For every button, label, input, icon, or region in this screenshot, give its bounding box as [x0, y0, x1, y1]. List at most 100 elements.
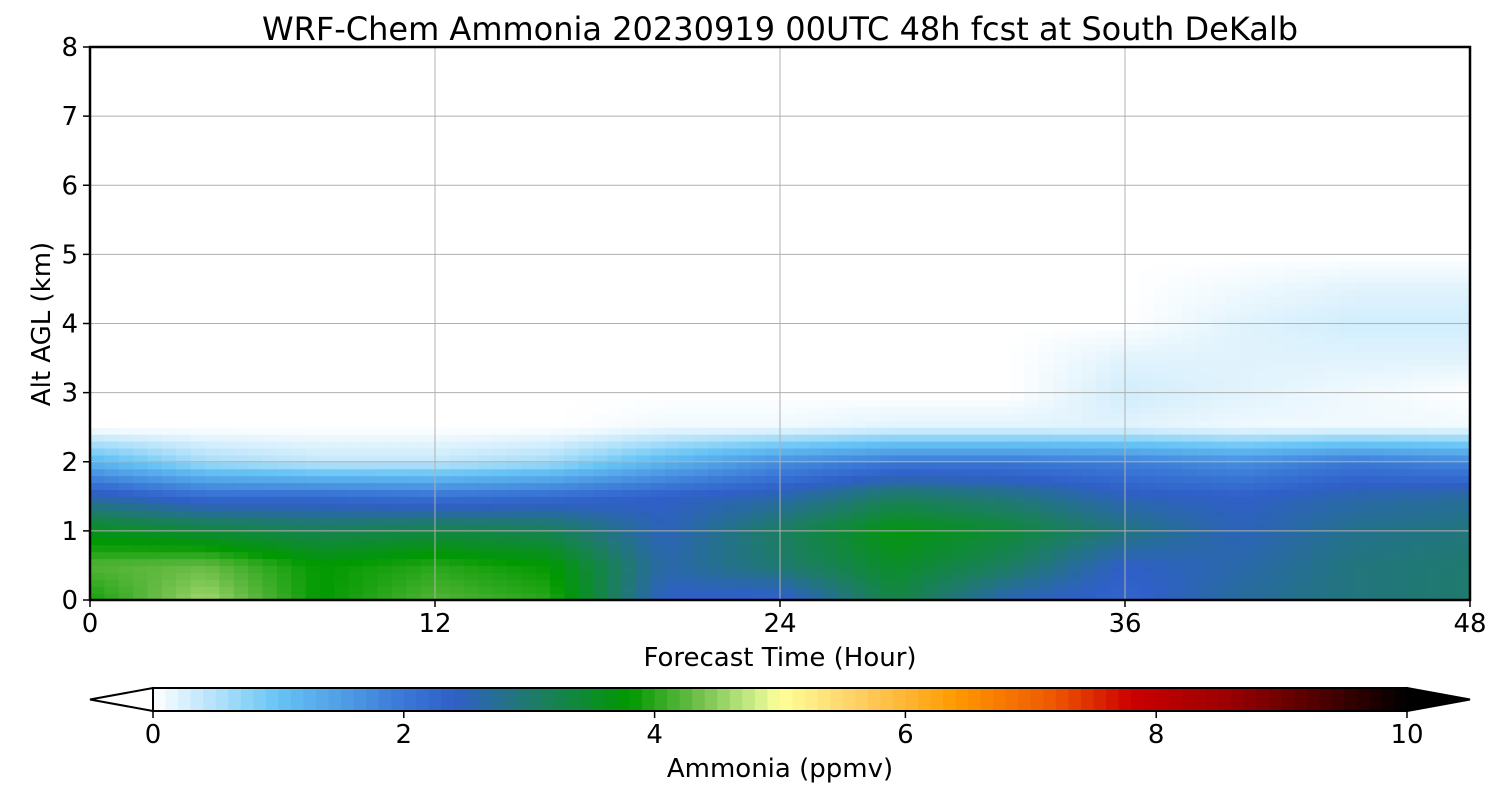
- heatmap-cell: [550, 475, 565, 484]
- heatmap-cell: [923, 482, 939, 490]
- heatmap-cell: [952, 371, 968, 380]
- heatmap-cell: [564, 510, 580, 518]
- heatmap-cell: [564, 136, 580, 145]
- heatmap-cell: [435, 441, 450, 449]
- heatmap-cell: [478, 199, 494, 207]
- heatmap-cell: [406, 364, 422, 373]
- heatmap-cell: [679, 392, 695, 401]
- heatmap-cell: [765, 129, 781, 138]
- heatmap-cell: [320, 454, 335, 463]
- heatmap-cell: [248, 226, 264, 235]
- heatmap-cell: [348, 261, 364, 269]
- heatmap-cell: [449, 47, 465, 55]
- heatmap-cell: [521, 441, 537, 449]
- heatmap-cell: [176, 586, 192, 594]
- heatmap-cell: [133, 302, 149, 311]
- heatmap-cell: [909, 150, 925, 159]
- heatmap-cell: [535, 309, 551, 318]
- heatmap-cell: [161, 323, 177, 332]
- heatmap-cell: [147, 447, 163, 456]
- heatmap-cell: [708, 219, 724, 228]
- heatmap-cell: [363, 399, 379, 408]
- heatmap-cell: [133, 475, 149, 484]
- heatmap-cell: [348, 157, 364, 166]
- heatmap-cell: [794, 447, 810, 456]
- heatmap-cell: [679, 47, 695, 55]
- heatmap-cell: [104, 517, 120, 525]
- heatmap-cell: [952, 572, 968, 580]
- heatmap-cell: [348, 337, 364, 345]
- heatmap-cell: [334, 102, 350, 110]
- heatmap-cell: [665, 261, 680, 269]
- heatmap-cell: [679, 454, 695, 463]
- heatmap-cell: [506, 261, 522, 269]
- heatmap-cell: [320, 233, 335, 242]
- heatmap-cell: [550, 47, 565, 55]
- heatmap-cell: [650, 496, 666, 504]
- heatmap-cell: [722, 544, 738, 553]
- heatmap-cell: [248, 572, 264, 580]
- heatmap-cell: [190, 378, 206, 387]
- heatmap-cell: [578, 171, 594, 179]
- heatmap-cell: [420, 579, 436, 587]
- heatmap-cell: [895, 309, 910, 318]
- heatmap-cell: [665, 558, 680, 567]
- heatmap-cell: [938, 164, 954, 173]
- heatmap-cell: [895, 81, 910, 90]
- heatmap-cell: [521, 123, 537, 131]
- heatmap-cell: [420, 309, 436, 318]
- heatmap-cell: [780, 586, 795, 594]
- heatmap-cell: [751, 551, 767, 560]
- heatmap-cell: [665, 88, 680, 96]
- heatmap-cell: [219, 351, 235, 359]
- heatmap-cell: [161, 129, 177, 138]
- heatmap-cell: [851, 316, 867, 325]
- heatmap-cell: [650, 399, 666, 408]
- heatmap-cell: [693, 420, 709, 428]
- heatmap-cell: [190, 399, 206, 408]
- heatmap-cell: [248, 461, 264, 470]
- heatmap-cell: [104, 233, 120, 242]
- heatmap-cell: [133, 551, 149, 560]
- heatmap-cell: [190, 143, 206, 152]
- heatmap-cell: [895, 247, 910, 255]
- heatmap-cell: [334, 441, 350, 449]
- heatmap-cell: [650, 185, 666, 193]
- heatmap-cell: [305, 558, 321, 567]
- heatmap-cell: [406, 95, 422, 103]
- heatmap-cell: [377, 537, 393, 546]
- heatmap-cell: [506, 441, 522, 449]
- heatmap-cell: [535, 268, 551, 276]
- heatmap-cell: [981, 496, 997, 504]
- heatmap-cell: [837, 496, 853, 504]
- heatmap-cell: [679, 523, 695, 532]
- heatmap-cell: [736, 47, 752, 55]
- heatmap-cell: [578, 468, 594, 477]
- heatmap-cell: [190, 282, 206, 290]
- heatmap-cell: [521, 510, 537, 518]
- heatmap-cell: [435, 81, 450, 90]
- heatmap-cell: [377, 489, 393, 497]
- heatmap-cell: [478, 316, 494, 325]
- heatmap-cell: [923, 109, 939, 117]
- heatmap-cell: [205, 74, 220, 83]
- heatmap-cell: [176, 275, 192, 283]
- heatmap-cell: [334, 81, 350, 90]
- heatmap-cell: [578, 447, 594, 456]
- heatmap-cell: [478, 247, 494, 255]
- heatmap-cell: [348, 565, 364, 573]
- heatmap-cell: [909, 247, 925, 255]
- heatmap-cell: [880, 537, 896, 546]
- heatmap-cell: [708, 454, 724, 463]
- heatmap-cell: [808, 496, 824, 504]
- heatmap-cell: [104, 275, 120, 283]
- heatmap-cell: [176, 192, 192, 200]
- heatmap-cell: [550, 544, 565, 553]
- heatmap-cell: [363, 164, 379, 173]
- heatmap-cell: [923, 295, 939, 304]
- heatmap-cell: [751, 254, 767, 262]
- heatmap-cell: [621, 468, 637, 477]
- heatmap-cell: [693, 226, 709, 235]
- heatmap-cell: [693, 185, 709, 193]
- heatmap-cell: [363, 572, 379, 580]
